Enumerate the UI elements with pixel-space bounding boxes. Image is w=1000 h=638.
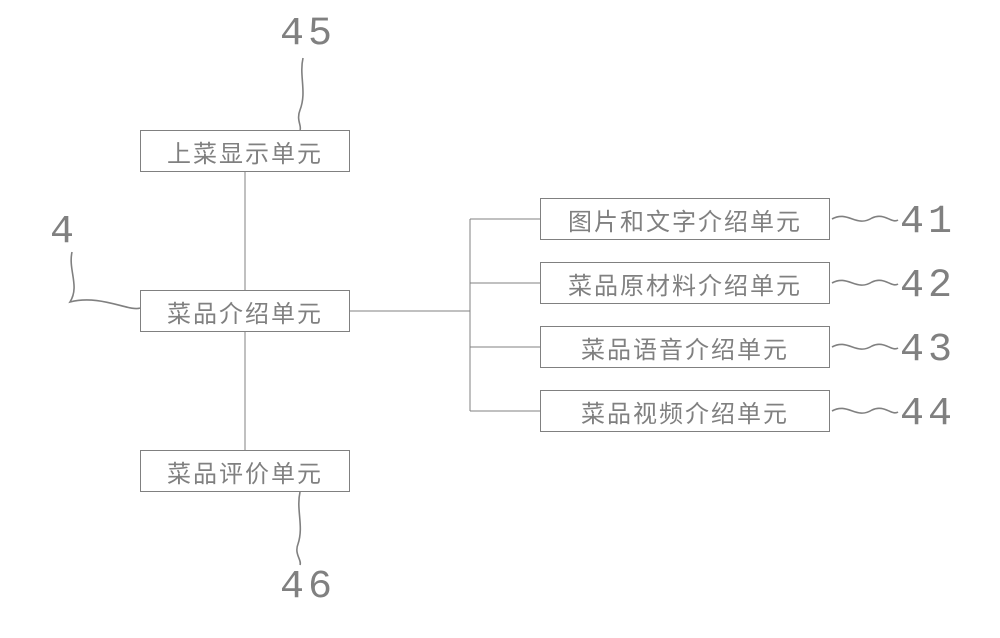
node-video-intro-unit: 菜品视频介绍单元 [540,390,830,432]
node-label: 菜品评价单元 [167,454,323,489]
node-label: 菜品原材料介绍单元 [568,266,802,301]
node-label: 菜品介绍单元 [167,294,323,329]
node-label: 图片和文字介绍单元 [568,202,802,237]
node-dish-intro-unit: 菜品介绍单元 [140,290,350,332]
node-dish-review-unit: 菜品评价单元 [140,450,350,492]
callout-label-44: 44 [900,392,956,437]
node-label: 菜品视频介绍单元 [581,394,789,429]
callout-label-41: 41 [900,200,956,245]
node-voice-intro-unit: 菜品语音介绍单元 [540,326,830,368]
callout-label-45: 45 [280,12,336,57]
node-serving-display-unit: 上菜显示单元 [140,130,350,172]
diagram-canvas: 上菜显示单元 菜品介绍单元 菜品评价单元 图片和文字介绍单元 菜品原材料介绍单元… [0,0,1000,638]
node-image-text-intro-unit: 图片和文字介绍单元 [540,198,830,240]
callout-label-42: 42 [900,264,956,309]
node-label: 菜品语音介绍单元 [581,330,789,365]
callout-label-46: 46 [280,565,336,610]
callout-label-4: 4 [50,210,78,255]
node-label: 上菜显示单元 [167,134,323,169]
node-ingredient-intro-unit: 菜品原材料介绍单元 [540,262,830,304]
callout-label-43: 43 [900,328,956,373]
